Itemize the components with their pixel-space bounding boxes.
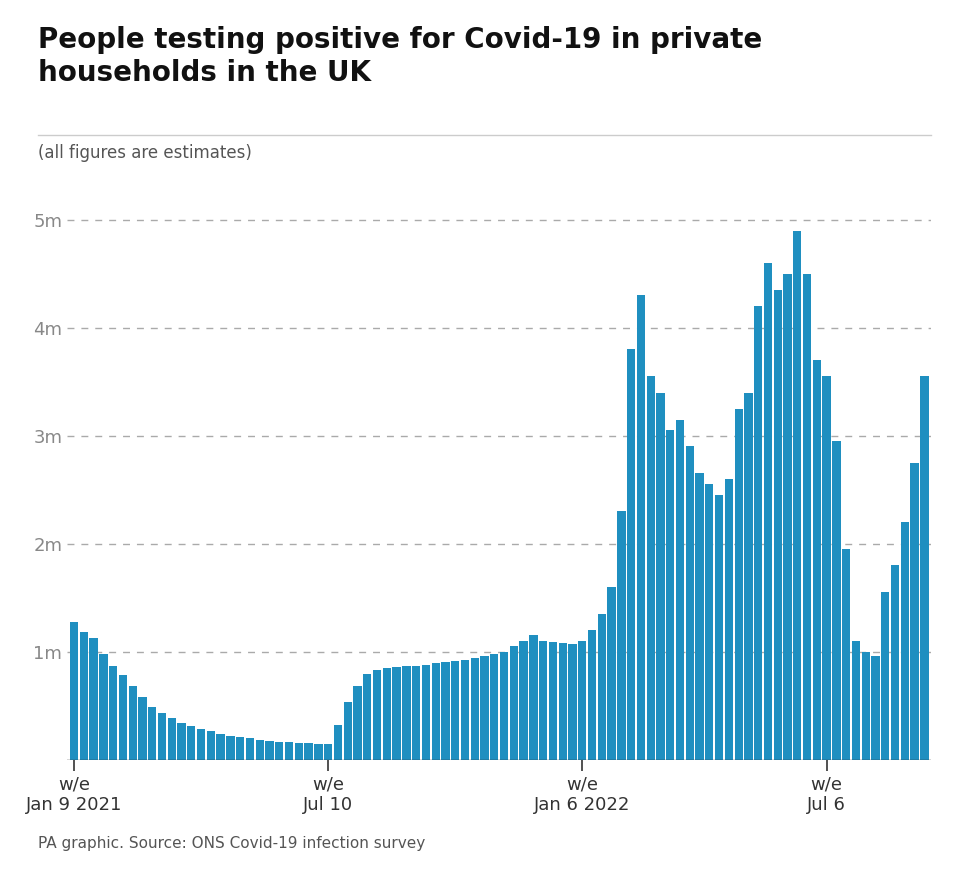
Bar [344, 702, 352, 760]
Bar [725, 479, 733, 760]
Text: (all figures are estimates): (all figures are estimates) [38, 144, 252, 162]
Bar [774, 290, 781, 760]
Bar [598, 614, 606, 760]
Bar [744, 393, 753, 760]
Bar [334, 725, 342, 760]
Bar [383, 668, 391, 760]
Bar [178, 723, 185, 760]
Bar [657, 393, 664, 760]
Bar [372, 670, 381, 760]
Bar [246, 738, 254, 760]
Bar [685, 446, 694, 760]
Bar [255, 739, 264, 760]
Bar [832, 441, 841, 760]
Bar [588, 630, 596, 760]
Bar [138, 697, 147, 760]
Bar [549, 642, 557, 760]
Bar [109, 665, 117, 760]
Bar [363, 674, 372, 760]
Bar [421, 664, 430, 760]
Bar [70, 622, 78, 760]
Bar [265, 740, 274, 760]
Bar [921, 376, 928, 760]
Bar [295, 743, 303, 760]
Bar [900, 522, 909, 760]
Bar [412, 665, 420, 760]
Bar [480, 656, 489, 760]
Bar [119, 676, 127, 760]
Bar [99, 654, 108, 760]
Bar [217, 733, 225, 760]
Bar [80, 632, 88, 760]
Bar [578, 641, 587, 760]
Text: People testing positive for Covid-19 in private
households in the UK: People testing positive for Covid-19 in … [38, 26, 762, 86]
Bar [353, 686, 362, 760]
Bar [872, 656, 879, 760]
Bar [451, 661, 460, 760]
Bar [861, 651, 870, 760]
Bar [646, 376, 655, 760]
Bar [129, 686, 137, 760]
Bar [695, 473, 704, 760]
Bar [491, 654, 498, 760]
Bar [793, 230, 802, 760]
Bar [402, 665, 411, 760]
Bar [519, 641, 528, 760]
Bar [89, 637, 98, 760]
Bar [813, 361, 821, 760]
Bar [706, 485, 713, 760]
Bar [157, 713, 166, 760]
Bar [617, 512, 626, 760]
Bar [500, 651, 508, 760]
Bar [197, 729, 205, 760]
Bar [393, 667, 400, 760]
Bar [559, 643, 567, 760]
Bar [461, 660, 469, 760]
Bar [431, 663, 440, 760]
Bar [783, 274, 792, 760]
Bar [236, 737, 245, 760]
Bar [568, 644, 577, 760]
Bar [529, 636, 538, 760]
Bar [539, 641, 547, 760]
Bar [148, 706, 156, 760]
Bar [803, 274, 811, 760]
Bar [666, 430, 674, 760]
Bar [881, 592, 889, 760]
Bar [510, 646, 518, 760]
Bar [627, 349, 636, 760]
Bar [442, 663, 449, 760]
Bar [852, 641, 860, 760]
Bar [608, 587, 615, 760]
Text: PA graphic. Source: ONS Covid-19 infection survey: PA graphic. Source: ONS Covid-19 infecti… [38, 836, 425, 851]
Bar [715, 495, 723, 760]
Bar [168, 718, 176, 760]
Bar [470, 658, 479, 760]
Bar [754, 306, 762, 760]
Bar [187, 726, 196, 760]
Bar [636, 295, 645, 760]
Bar [227, 736, 234, 760]
Bar [910, 463, 919, 760]
Bar [206, 732, 215, 760]
Bar [285, 742, 293, 760]
Bar [734, 409, 743, 760]
Bar [314, 744, 323, 760]
Bar [891, 565, 900, 760]
Bar [823, 376, 830, 760]
Bar [676, 420, 684, 760]
Bar [764, 263, 772, 760]
Bar [842, 549, 851, 760]
Bar [304, 743, 313, 760]
Bar [324, 744, 332, 760]
Bar [276, 742, 283, 760]
